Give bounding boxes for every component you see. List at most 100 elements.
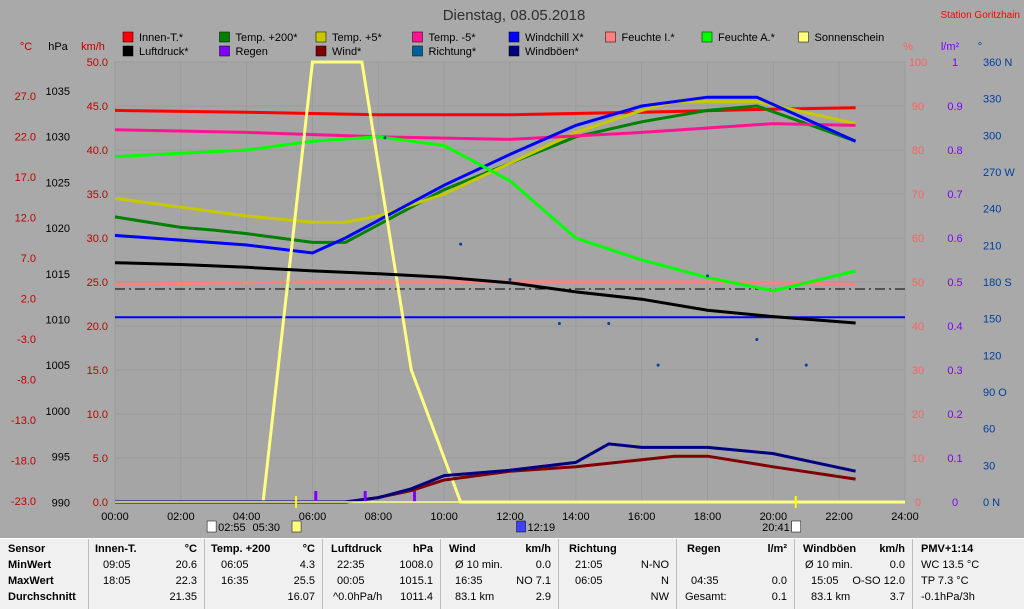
col-unit: °C — [184, 543, 197, 555]
legend-label: Wind* — [332, 46, 362, 58]
chart-title: Dienstag, 08.05.2018 — [443, 7, 586, 24]
series-line — [114, 135, 856, 293]
pressure-tick: 1030 — [46, 132, 70, 144]
col-title: PMV+1:14 — [921, 543, 974, 555]
rain-axis-label: l/m² — [941, 41, 960, 53]
humidity-axis-label: % — [903, 41, 913, 53]
legend-swatch — [508, 31, 520, 43]
dir-tick: 240 — [983, 204, 1001, 216]
cell: 0.0 — [535, 559, 551, 571]
rain-mark — [413, 491, 417, 502]
legend-label: Temp. +200* — [236, 32, 299, 44]
dir-tick: 60 — [983, 424, 995, 436]
table-col-innen: Innen-T. °C 09:05 20.6 18:05 22.3 21.35 — [88, 539, 205, 609]
temp-tick: 2.0 — [21, 294, 36, 306]
wind-tick: 50.0 — [87, 57, 108, 69]
cell: 0.0 — [771, 575, 787, 587]
cell: 18:05 — [103, 575, 131, 587]
time-tick: 10:00 — [430, 511, 458, 523]
wind-tick: 20.0 — [87, 321, 108, 333]
cell: 16:35 — [455, 575, 483, 587]
legend-swatch — [315, 31, 327, 43]
legend-swatch — [701, 31, 713, 43]
cell: 2.9 — [535, 591, 551, 603]
humidity-tick: 10 — [912, 453, 924, 465]
series-line — [115, 442, 856, 504]
legend-label: Temp. -5* — [429, 32, 477, 44]
time-tick: 18:00 — [694, 511, 722, 523]
cell: 00:05 — [337, 575, 365, 587]
cell: 20.6 — [175, 559, 197, 571]
sunrise-time-label: 05:30 — [253, 522, 281, 534]
rain-tick: 0.9 — [947, 101, 962, 113]
cell: 4.3 — [299, 559, 315, 571]
temp-axis-label: °C — [20, 41, 32, 53]
cell: 22.3 — [175, 575, 197, 587]
dir-tick: 0 N — [983, 497, 1000, 509]
table-col-windboeen: Windböen km/h Ø 10 min. 0.0 15:05 O-SO 12.0… — [794, 539, 913, 609]
pressure-tick: 990 — [52, 497, 70, 509]
dir-tick: 210 — [983, 240, 1001, 252]
col-unit: l/m² — [767, 543, 787, 555]
humidity-tick: 80 — [912, 145, 924, 157]
legend-label: Regen — [236, 46, 268, 58]
wind-tick: 30.0 — [87, 233, 108, 245]
series-line — [114, 261, 856, 325]
summary-table: Sensor MinWert MaxWert Durchschnitt Inne… — [0, 538, 1024, 609]
pressure-tick: 995 — [52, 452, 70, 464]
time-tick: 20:00 — [760, 511, 788, 523]
rain-tick: 1 — [952, 57, 958, 69]
pressure-tick: 1010 — [46, 315, 70, 327]
row-label-avg: Durchschnitt — [8, 591, 76, 603]
col-title: Windböen — [803, 543, 857, 555]
cell: -0.1hPa/3h — [921, 591, 975, 603]
sunset-box — [791, 520, 801, 533]
humidity-tick: 50 — [912, 277, 924, 289]
cell: 1011.4 — [400, 591, 433, 603]
cell: 83.1 km — [811, 591, 851, 603]
legend-swatch — [219, 31, 230, 43]
axes: °C hPa km/h% l/m² ° 27.0 22.0 17.0 12.0 7.0 2.0 -3.… — [11, 41, 1015, 523]
legend-swatch — [412, 31, 423, 43]
cell: 83.1 km — [455, 591, 495, 603]
sunset-label: 20:41 — [762, 522, 790, 534]
direction-point — [557, 322, 561, 326]
wind-tick: 40.0 — [87, 145, 108, 157]
legend-swatch — [219, 45, 230, 57]
cell: ^0.0hPa/h — [333, 591, 383, 603]
row-label-min: MinWert — [8, 559, 52, 571]
wind-tick: 10.0 — [87, 409, 108, 421]
cell: 1008.0 — [399, 559, 433, 571]
sunrise-marker-box — [206, 520, 217, 533]
rain-tick: 0.3 — [947, 365, 962, 377]
pressure-tick: 1025 — [46, 177, 70, 189]
cell: 0.0 — [889, 559, 905, 571]
cell: N-NO — [640, 559, 669, 571]
direction-point — [459, 242, 463, 246]
cell: WC 13.5 °C — [921, 559, 980, 571]
time-tick: 24:00 — [891, 511, 919, 523]
cell: 1015.1 — [399, 575, 433, 587]
legend-swatch — [605, 31, 616, 43]
time-tick: 00:00 — [101, 511, 129, 523]
legend: Innen-T.* Temp. +200* Temp. +5* Temp. -5* Wi… — [122, 31, 884, 58]
dir-tick: 330 — [983, 94, 1001, 106]
cell: 15:05 — [811, 575, 839, 587]
pressure-tick: 1000 — [46, 406, 70, 418]
dir-tick: 300 — [983, 130, 1001, 142]
cell: N — [661, 575, 669, 587]
cell: 21:05 — [575, 559, 603, 571]
pressure-tick: 1035 — [46, 86, 70, 98]
dir-tick: 360 N — [983, 57, 1012, 69]
rain-tick: 0.1 — [947, 453, 962, 465]
time-tick: 02:00 — [167, 511, 195, 523]
rain-tick: 0.8 — [947, 145, 962, 157]
cell: Ø 10 min. — [805, 559, 853, 571]
series-line — [114, 122, 856, 141]
humidity-tick: 90 — [912, 101, 924, 113]
temp-tick: 27.0 — [15, 91, 36, 103]
cell: 0.1 — [771, 591, 787, 603]
table-col-wind: Wind km/h Ø 10 min. 0.0 16:35 NO 7.1 83.1 k… — [440, 539, 559, 609]
temp-tick: 12.0 — [15, 213, 36, 225]
direction-point — [508, 278, 512, 282]
